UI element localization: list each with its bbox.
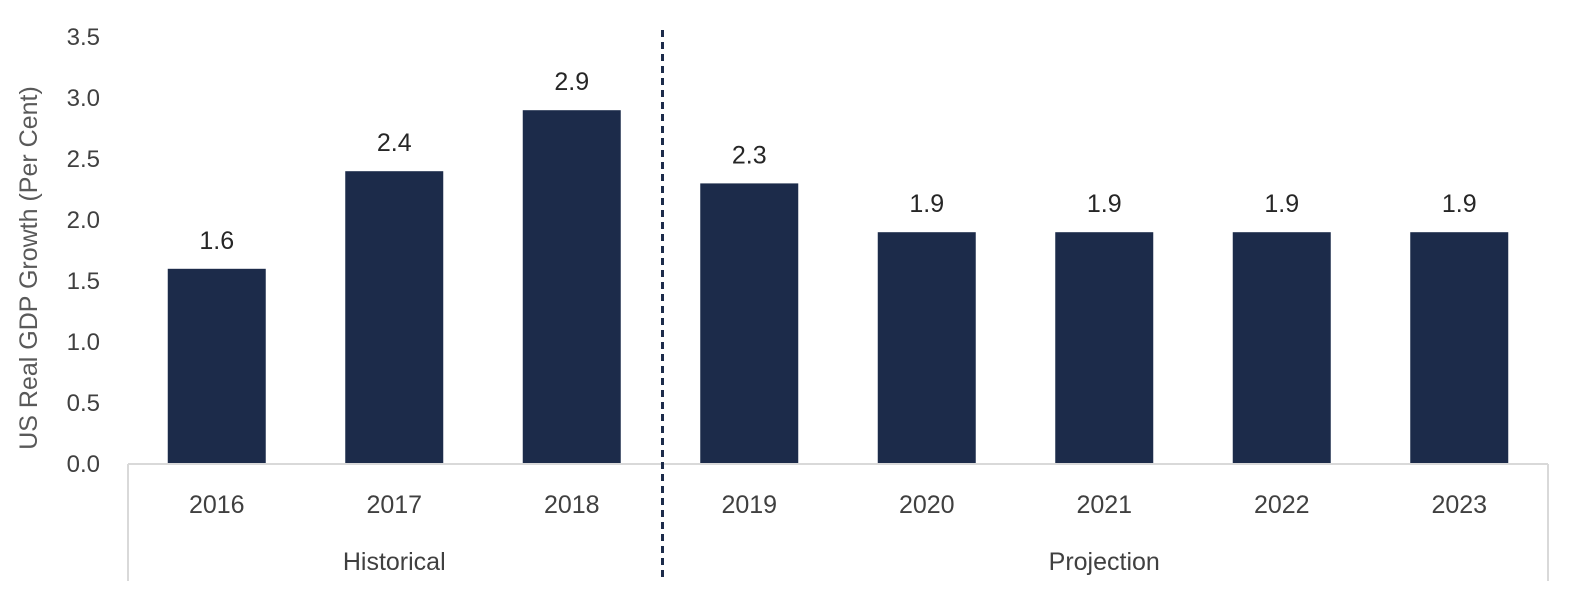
bar-2021 [1055,232,1154,464]
data-label-2020: 1.9 [909,190,944,218]
bar-2020 [877,232,976,464]
y-axis-title-group: US Real GDP Growth (Per Cent) [15,86,43,450]
category-label-2021: 2021 [1076,491,1132,519]
category-label-2022: 2022 [1254,491,1310,519]
data-label-2023: 1.9 [1442,190,1477,218]
y-tick-label: 3.5 [67,24,100,51]
bar-2022 [1232,232,1331,464]
group-labels: Historical Projection [343,548,1160,576]
data-label-2018: 2.9 [554,68,589,96]
x-axis [127,463,1549,581]
category-label-2023: 2023 [1431,491,1487,519]
bar-2023 [1410,232,1509,464]
category-label-2017: 2017 [366,491,422,519]
data-label-2021: 1.9 [1087,190,1122,218]
category-label-2019: 2019 [721,491,777,519]
data-labels: 1.6 2.4 2.9 2.3 1.9 1.9 1.9 1.9 [199,68,1476,255]
group-label-0: Historical [343,548,446,576]
bar-2017 [345,171,444,464]
data-label-2017: 2.4 [377,129,412,157]
y-tick-label: 3.0 [67,85,100,112]
y-tick-label: 2.5 [67,146,100,173]
bar-2016 [167,268,266,464]
y-tick-label: 0.0 [67,451,100,478]
category-label-2018: 2018 [544,491,600,519]
data-label-2016: 1.6 [199,227,234,255]
category-label-2016: 2016 [189,491,245,519]
category-labels: 2016 2017 2018 2019 2020 2021 2022 2023 [189,491,1487,519]
data-label-2019: 2.3 [732,141,767,169]
bar-2018 [522,110,621,464]
category-label-2020: 2020 [899,491,955,519]
y-tick-label: 2.0 [67,207,100,234]
bar-2019 [700,183,799,464]
data-label-2022: 1.9 [1264,190,1299,218]
y-tick-label: 1.0 [67,329,100,356]
y-axis-title: US Real GDP Growth (Per Cent) [15,86,43,450]
bars [167,110,1509,464]
y-tick-label: 0.5 [67,390,100,417]
y-tick-label: 1.5 [67,268,100,295]
y-axis-ticks: 0.0 0.5 1.0 1.5 2.0 2.5 3.0 3.5 [67,24,100,478]
group-label-1: Projection [1049,548,1160,576]
